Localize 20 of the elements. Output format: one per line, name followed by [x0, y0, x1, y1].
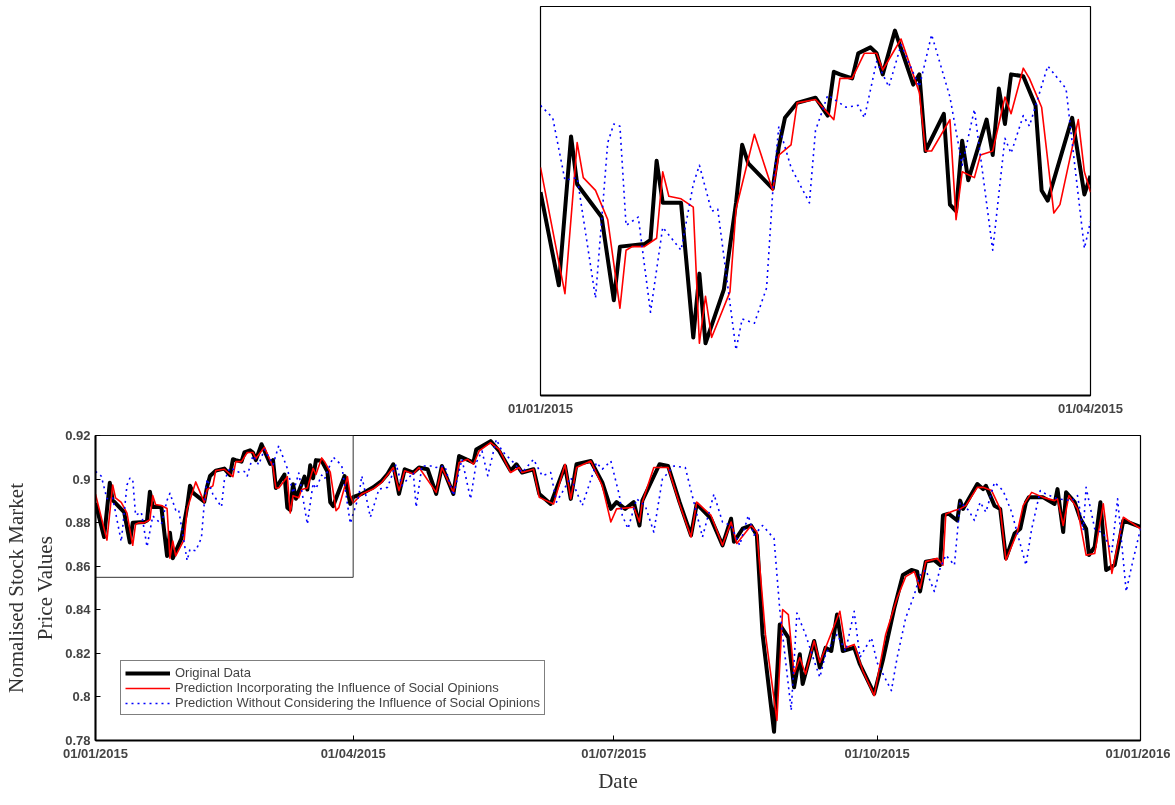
x-tick-label: 01/01/2015 — [62, 745, 129, 761]
y-tick-label: 0.8 — [72, 689, 91, 705]
x-tick-label: 01/04/2015 — [320, 745, 386, 761]
y-tick-label: 0.84 — [65, 602, 92, 618]
y-tick-label: 0.92 — [65, 428, 91, 443]
x-tick-label: 01/07/2015 — [581, 745, 647, 761]
legend-label: Prediction Without Considering the Influence of Social Opinions — [175, 695, 540, 710]
x-axis-title: Date — [598, 768, 638, 793]
legend-label: Prediction Incorporating the Influence of Social Opinions — [175, 680, 499, 695]
x-tick-label: 01/10/2015 — [844, 745, 910, 761]
x-tick-label: 01/01/2016 — [1105, 745, 1171, 761]
x-tick-label: 01/01/2015 — [507, 400, 574, 416]
y-tick-label: 0.82 — [65, 645, 91, 661]
x-tick-label: 01/04/2015 — [1057, 400, 1124, 416]
y-tick-label: 0.88 — [65, 515, 91, 531]
y-tick-label: 0.78 — [65, 733, 91, 748]
y-tick-label: 0.9 — [72, 471, 91, 487]
legend-label: Original Data — [175, 665, 251, 680]
y-tick-label: 0.86 — [65, 558, 91, 574]
y-axis-title: Nomalised Stock Market Price Values — [4, 482, 58, 693]
